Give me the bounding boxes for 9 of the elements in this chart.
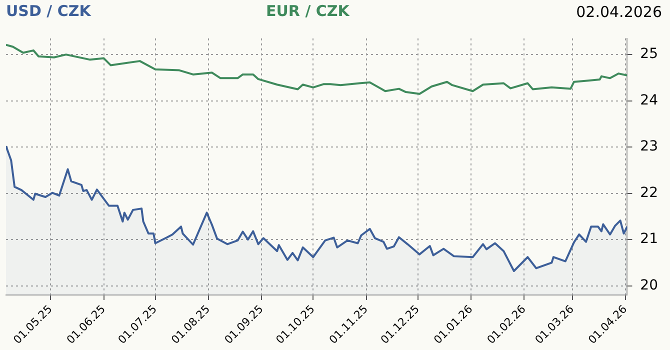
text: USD / CZK	[6, 2, 91, 20]
y-tick-label: 23	[640, 138, 658, 155]
y-tick-label: 20	[640, 277, 658, 294]
chart-subtitle: 02.04.2026	[576, 3, 662, 21]
y-tick-label: 25	[640, 46, 658, 62]
y-tick-label: 24	[640, 92, 658, 108]
text: EUR / CZK	[266, 2, 350, 20]
y-tick-label: 21	[640, 231, 658, 248]
y-tick-label: 22	[640, 184, 658, 201]
